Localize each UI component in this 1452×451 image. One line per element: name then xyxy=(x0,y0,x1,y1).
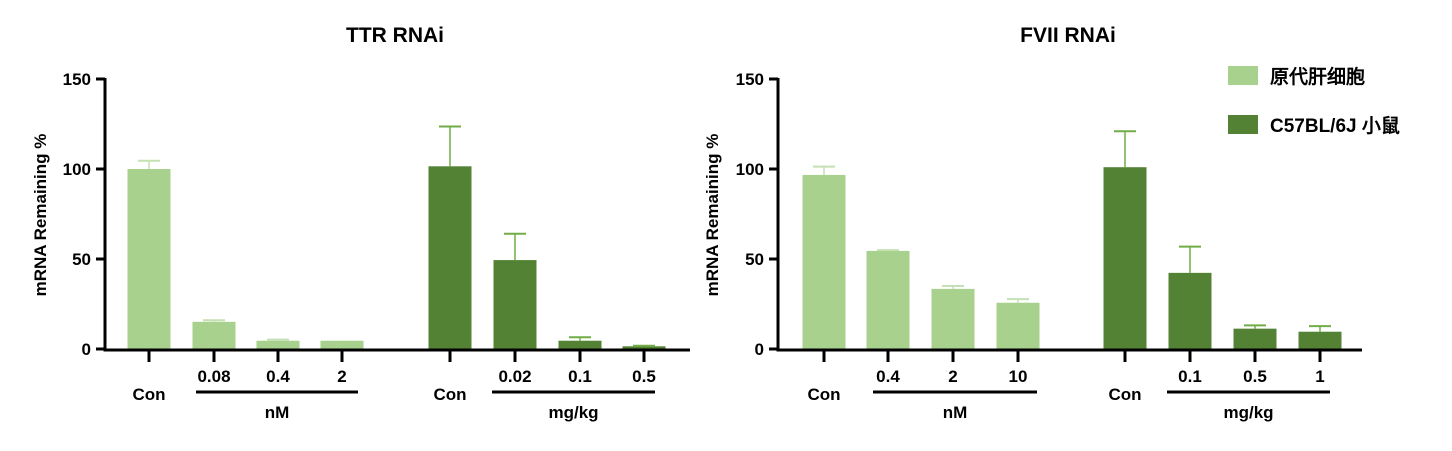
group-unit-label: mg/kg xyxy=(1223,403,1273,422)
x-tick-label: 1 xyxy=(1315,367,1324,386)
y-axis-label: mRNA Remaining % xyxy=(31,134,50,297)
bar-cells xyxy=(931,288,975,349)
group-unit-label: nM xyxy=(943,403,968,422)
x-tick-label: Con xyxy=(132,385,165,404)
y-tick-label: 150 xyxy=(736,70,764,89)
x-tick-label: Con xyxy=(807,385,840,404)
fvii-rnai-chart: FVII RNAi mRNA Remaining % 0 50 100 150 Con 0… xyxy=(703,24,1362,422)
chart-title: TTR RNAi xyxy=(346,24,444,47)
group-unit-label: nM xyxy=(265,403,290,422)
bar-mice xyxy=(493,260,537,349)
bar-cells xyxy=(127,169,171,349)
x-tick-label: 2 xyxy=(337,367,346,386)
bar-cells xyxy=(866,250,910,349)
y-axis-label: mRNA Remaining % xyxy=(703,134,722,297)
bar-mice xyxy=(1298,331,1342,349)
bar-cells xyxy=(996,302,1040,349)
x-tick-label: 0.4 xyxy=(266,367,290,386)
x-tick-label: 0.5 xyxy=(632,367,656,386)
bar-cells xyxy=(802,174,846,349)
bar-mice xyxy=(1103,167,1147,349)
y-tick-label: 100 xyxy=(63,160,91,179)
y-tick-label: 50 xyxy=(745,250,764,269)
x-tick-label: 0.1 xyxy=(1178,367,1202,386)
legend-swatch-mice xyxy=(1228,115,1258,134)
x-tick-label: 0.1 xyxy=(568,367,592,386)
x-tick-label: 0.5 xyxy=(1243,367,1267,386)
y-tick-label: 100 xyxy=(736,160,764,179)
group-unit-label: mg/kg xyxy=(548,403,598,422)
bar-cells xyxy=(192,321,236,349)
legend: 原代肝细胞 C57BL/6J 小鼠 xyxy=(1228,65,1400,137)
legend-swatch-cells xyxy=(1228,66,1258,85)
bar-mice xyxy=(1168,272,1212,349)
legend-label-cells: 原代肝细胞 xyxy=(1270,65,1365,88)
bar-mice xyxy=(622,346,666,349)
legend-label-mice: C57BL/6J 小鼠 xyxy=(1270,114,1400,137)
x-tick-label: 0.4 xyxy=(876,367,900,386)
chart-title: FVII RNAi xyxy=(1020,24,1116,47)
x-tick-label: Con xyxy=(1108,385,1141,404)
x-tick-label: 0.02 xyxy=(498,367,531,386)
x-tick-label: Con xyxy=(433,385,466,404)
bar-cells xyxy=(256,340,300,349)
y-tick-label: 0 xyxy=(82,340,91,359)
y-tick-label: 150 xyxy=(63,70,91,89)
x-tick-label: 10 xyxy=(1009,367,1028,386)
x-tick-label: 0.08 xyxy=(197,367,230,386)
bar-mice xyxy=(558,340,602,349)
bar-mice xyxy=(428,166,472,349)
bar-mice xyxy=(1233,328,1277,349)
ttr-rnai-chart: TTR RNAi mRNA Remaining % 0 50 100 150 Con 0.… xyxy=(31,24,690,422)
x-tick-label: 2 xyxy=(948,367,957,386)
y-tick-label: 0 xyxy=(755,340,764,359)
y-tick-label: 50 xyxy=(72,250,91,269)
bar-cells xyxy=(320,340,364,349)
